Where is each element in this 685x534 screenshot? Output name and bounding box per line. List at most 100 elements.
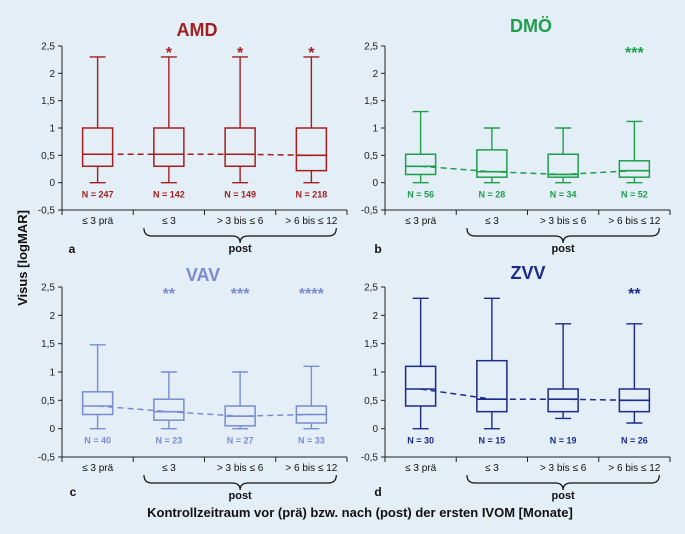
n-label: N = 40 [84, 436, 111, 446]
significance-marker: * [166, 45, 173, 62]
n-label: N = 26 [621, 436, 648, 446]
box-iqr [295, 127, 328, 172]
post-group-label: post [229, 243, 253, 255]
box-2 [153, 371, 185, 430]
post-group-brace [466, 227, 660, 244]
box-iqr [547, 388, 579, 413]
box-iqr [81, 391, 114, 416]
box-2 [476, 127, 508, 184]
post-group-label: post [552, 490, 576, 502]
x-tick-label: > 6 bis ≤ 12 [285, 216, 337, 227]
x-tick-label: > 3 bis ≤ 6 [217, 463, 264, 474]
x-tick-label: ≤ 3 prä [405, 216, 436, 227]
y-tick-label: 0,5 [41, 151, 55, 162]
x-tick-label: ≤ 3 [162, 216, 176, 227]
box-1 [81, 344, 114, 430]
y-tick-label: 0,5 [364, 151, 378, 162]
y-tick-label: -0,5 [38, 453, 56, 464]
x-tick-label: ≤ 3 [485, 216, 499, 227]
x-tick-label: > 6 bis ≤ 12 [285, 463, 337, 474]
n-label: N = 142 [153, 190, 185, 200]
n-label: N = 23 [155, 436, 182, 446]
y-tick-label: 1 [49, 368, 55, 379]
n-label: N = 30 [407, 436, 434, 446]
box-iqr [547, 153, 579, 178]
chart-panel-d: -0,5 0 0,5 1 1,5 2 2,5 ≤ 3 prä ≤ 3 > 3 bis ≤ 6 > 6… [361, 263, 671, 502]
box-1 [81, 56, 114, 184]
box-iqr [476, 359, 508, 413]
post-group-brace [466, 474, 660, 491]
box-iqr [153, 398, 185, 421]
n-label: N = 28 [478, 190, 505, 200]
y-tick-label: 2,5 [364, 283, 378, 294]
box-iqr [404, 153, 437, 176]
y-tick-label: 1,5 [364, 339, 378, 350]
chart-panel-c: -0,5 0 0,5 1 1,5 2 2,5 ≤ 3 prä ≤ 3 > 3 bis ≤ 6 > 6… [38, 265, 348, 502]
box-4 [295, 56, 328, 184]
x-tick-label: > 6 bis ≤ 12 [608, 216, 660, 227]
significance-marker: **** [299, 286, 325, 303]
panel-letter: a [69, 242, 76, 256]
median-trend-line [97, 153, 312, 157]
y-tick-label: 2,5 [41, 283, 55, 294]
box-iqr [81, 127, 114, 168]
n-label: N = 149 [224, 190, 256, 200]
box-3 [224, 56, 256, 184]
box-iqr [153, 127, 185, 168]
y-tick-label: 0 [372, 178, 378, 189]
post-group-label: post [552, 243, 576, 255]
n-label: N = 27 [227, 436, 254, 446]
y-axis-title: Visus [logMAR] [15, 210, 30, 306]
panel-letter: b [374, 242, 381, 256]
panel-title: AMD [177, 20, 218, 40]
post-group-label: post [229, 490, 253, 502]
median-trend-line [97, 405, 312, 417]
box-4 [618, 120, 651, 184]
y-tick-label: 1,5 [364, 96, 378, 107]
chart-panel-b: -0,5 0 0,5 1 1,5 2 2,5 ≤ 3 prä ≤ 3 > 3 bis ≤ 6 > 6… [361, 16, 671, 256]
y-tick-label: 2 [49, 311, 55, 322]
x-tick-label: > 3 bis ≤ 6 [540, 216, 587, 227]
box-1 [404, 297, 437, 430]
box-iqr [404, 365, 437, 407]
box-4 [618, 323, 651, 424]
n-label: N = 15 [478, 436, 505, 446]
significance-marker: * [308, 45, 315, 62]
x-tick-label: ≤ 3 prä [82, 463, 113, 474]
post-group-brace [143, 227, 337, 244]
y-tick-label: 2 [49, 69, 55, 80]
box-3 [224, 371, 256, 430]
x-axis-title: Kontrollzeitraum vor (prä) bzw. nach (po… [147, 505, 573, 520]
y-tick-label: -0,5 [361, 453, 379, 464]
y-tick-label: 2 [372, 311, 378, 322]
n-label: N = 33 [298, 436, 325, 446]
y-tick-label: 2,5 [41, 42, 55, 53]
x-tick-label: ≤ 3 prä [405, 463, 436, 474]
significance-marker: ** [163, 286, 176, 303]
y-tick-label: 0 [49, 424, 55, 435]
y-tick-label: -0,5 [361, 206, 379, 217]
y-tick-label: 0 [372, 424, 378, 435]
panel-title: ZVV [510, 263, 545, 283]
y-tick-label: 1 [372, 124, 378, 135]
y-tick-label: -0,5 [38, 206, 56, 217]
median-trend-line [420, 165, 635, 176]
chart-panel-a: -0,5 0 0,5 1 1,5 2 2,5 ≤ 3 prä ≤ 3 > 3 bis ≤ 6 > 6… [38, 20, 348, 256]
box-2 [476, 297, 508, 430]
n-label: N = 218 [295, 190, 327, 200]
box-1 [404, 110, 437, 184]
y-tick-label: 1,5 [41, 96, 55, 107]
x-tick-label: ≤ 3 prä [82, 216, 113, 227]
box-2 [153, 56, 185, 184]
y-tick-label: 1,5 [41, 339, 55, 350]
x-tick-label: > 3 bis ≤ 6 [540, 463, 587, 474]
box-4 [295, 365, 328, 430]
box-iqr [224, 127, 256, 168]
significance-marker: ** [628, 286, 641, 303]
y-tick-label: 1 [49, 124, 55, 135]
box-iqr [476, 149, 508, 178]
panel-letter: d [374, 485, 381, 499]
significance-marker: *** [625, 45, 644, 62]
box-3 [547, 323, 579, 420]
